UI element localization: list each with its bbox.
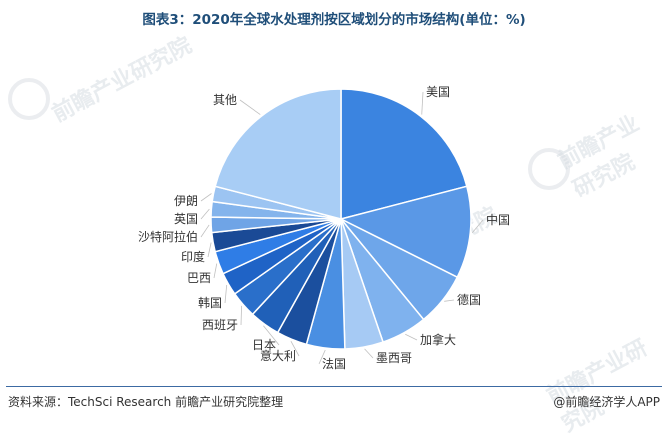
slice-label: 美国 xyxy=(426,85,450,99)
slice-label: 韩国 xyxy=(198,295,222,310)
slice-label: 巴西 xyxy=(187,271,211,285)
footer-brand: @前瞻经济学人APP xyxy=(553,395,660,409)
slice-label: 加拿大 xyxy=(420,332,456,347)
slice-label: 伊朗 xyxy=(174,194,198,208)
leader-line xyxy=(405,333,418,341)
leader-line xyxy=(213,263,218,279)
leader-line xyxy=(200,208,210,220)
slice-label: 德国 xyxy=(457,292,481,307)
leader-lines xyxy=(200,91,484,365)
pie-slice xyxy=(214,88,342,220)
leader-line xyxy=(471,219,484,234)
leader-line xyxy=(318,349,326,365)
slice-label: 印度 xyxy=(181,249,205,264)
leader-line xyxy=(290,340,300,357)
slice-label: 法国 xyxy=(322,357,346,370)
leader-line xyxy=(263,325,280,346)
slice-label: 墨西哥 xyxy=(376,351,412,365)
pie-slice xyxy=(340,88,468,220)
slice-label: 其他 xyxy=(213,93,237,107)
slice-label: 中国 xyxy=(486,212,510,227)
slice-label: 日本 xyxy=(252,338,276,352)
footer-divider xyxy=(6,386,662,387)
leader-line xyxy=(207,242,212,258)
slice-label: 英国 xyxy=(174,212,198,226)
pie-slice xyxy=(338,185,472,279)
leader-line xyxy=(364,348,374,359)
slice-label: 沙特阿拉伯 xyxy=(138,229,198,244)
slice-label: 西班牙 xyxy=(202,318,238,332)
leader-line xyxy=(421,91,424,115)
leader-line xyxy=(224,284,228,304)
pie-slices xyxy=(210,88,472,350)
footer-source: 资料来源：TechSci Research 前瞻产业研究院整理 xyxy=(8,395,284,409)
leader-line xyxy=(444,299,455,302)
watermark-logo-icon xyxy=(8,78,50,120)
leader-line xyxy=(239,99,261,115)
leader-line xyxy=(240,305,242,326)
watermark-logo-icon xyxy=(528,148,570,190)
chart-title: 图表3：2020年全球水处理剂按区域划分的市场结构(单位：%) xyxy=(142,12,526,28)
slice-label: 意大利 xyxy=(260,348,296,363)
leader-line xyxy=(200,193,212,202)
leader-line xyxy=(200,224,210,238)
